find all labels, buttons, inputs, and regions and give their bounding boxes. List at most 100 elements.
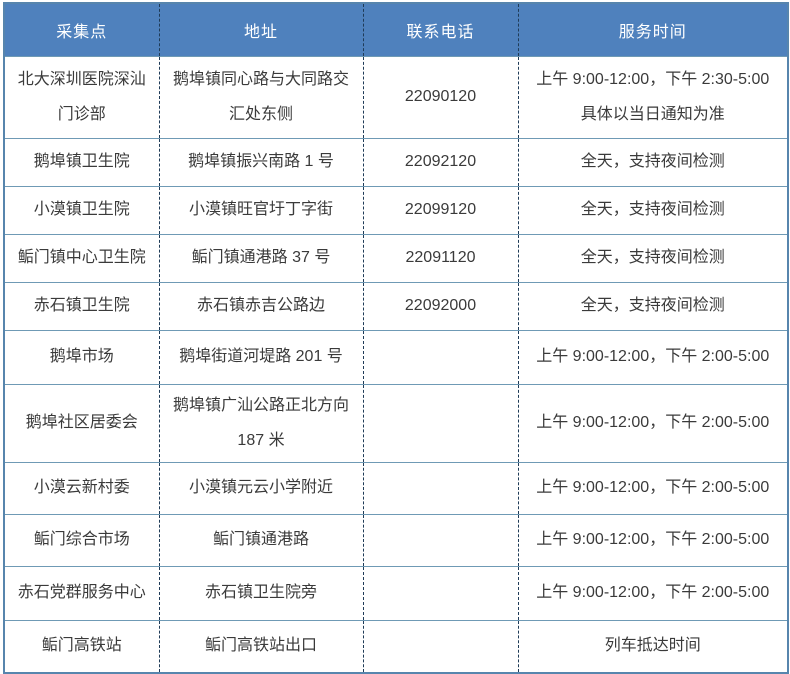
hours: 上午 9:00-12:00，下午 2:00-5:00: [536, 414, 770, 432]
table-row: 鹅埠社区居委会 鹅埠镇广汕公路正北方向 187 米 上午 9:00-12:00，…: [4, 384, 788, 463]
site-name: 小漠云新村委: [33, 479, 130, 497]
site-name-cell: 赤石镇卫生院: [4, 282, 159, 331]
table-row: 小漠云新村委 小漠镇元云小学附近 上午 9:00-12:00，下午 2:00-5…: [4, 462, 788, 515]
address: 赤石镇卫生院旁: [204, 584, 317, 602]
phone-cell: [362, 566, 518, 621]
address-cell: 鹅埠街道河堤路 201 号: [158, 330, 363, 385]
site-name: 鲘门高铁站: [41, 637, 122, 655]
phone-cell: [362, 620, 518, 673]
phone-cell: 22092120: [362, 138, 518, 187]
address-cell: 小漠镇元云小学附近: [158, 462, 363, 515]
phone-cell: [362, 384, 518, 463]
address-cell: 小漠镇旺官圩丁字街: [158, 186, 363, 235]
collection-points-table: 采集点 地址 联系电话 服务时间 北大深圳医院深汕门诊部 鹅埠镇同心路与大同路交…: [3, 2, 789, 674]
site-name: 赤石党群服务中心: [17, 584, 146, 602]
hours-cell: 上午 9:00-12:00，下午 2:00-5:00: [517, 514, 788, 567]
table-row: 小漠镇卫生院 小漠镇旺官圩丁字街 22099120 全天，支持夜间检测: [4, 186, 788, 235]
phone: 22090120: [404, 88, 477, 106]
address-cell: 鲘门高铁站出口: [158, 620, 363, 673]
site-name: 鹅埠市场: [49, 348, 114, 366]
site-name: 鹅埠镇卫生院: [33, 153, 130, 171]
site-name-cell: 鹅埠社区居委会: [4, 384, 159, 463]
hours: 上午 9:00-12:00，下午 2:00-5:00: [536, 584, 770, 602]
address: 鲘门镇通港路 37 号: [191, 249, 331, 267]
hours-note: 具体以当日通知为准: [580, 105, 725, 123]
address: 小漠镇旺官圩丁字街: [188, 201, 333, 219]
hours: 全天，支持夜间检测: [580, 297, 725, 315]
phone-cell: 22090120: [362, 56, 518, 139]
header-row: 采集点 地址 联系电话 服务时间: [4, 3, 788, 57]
site-name: 北大深圳医院深汕门诊部: [17, 71, 146, 123]
hours-cell: 列车抵达时间: [517, 620, 788, 673]
address-cell: 鲘门镇通港路: [158, 514, 363, 567]
phone-cell: [362, 514, 518, 567]
hours: 上午 9:00-12:00，下午 2:00-5:00: [536, 348, 770, 366]
site-name: 赤石镇卫生院: [33, 297, 130, 315]
col-header-phone: 联系电话: [362, 3, 518, 57]
hours-cell: 全天，支持夜间检测: [517, 234, 788, 283]
address-cell: 鹅埠镇振兴南路 1 号: [158, 138, 363, 187]
hours: 全天，支持夜间检测: [580, 153, 725, 171]
hours-cell: 上午 9:00-12:00，下午 2:00-5:00: [517, 566, 788, 621]
site-name-cell: 鹅埠市场: [4, 330, 159, 385]
phone: 22092120: [404, 153, 477, 171]
table-row: 鹅埠市场 鹅埠街道河堤路 201 号 上午 9:00-12:00，下午 2:00…: [4, 330, 788, 385]
site-name: 小漠镇卫生院: [33, 201, 130, 219]
address: 鹅埠镇同心路与大同路交汇处东侧: [172, 71, 349, 123]
site-name: 鲘门镇中心卫生院: [17, 249, 146, 267]
address: 鲘门高铁站出口: [204, 637, 317, 655]
address: 鹅埠镇广汕公路正北方向 187 米: [172, 397, 349, 449]
address: 鲘门镇通港路: [212, 531, 309, 549]
hours: 全天，支持夜间检测: [580, 249, 725, 267]
table-row: 鲘门高铁站 鲘门高铁站出口 列车抵达时间: [4, 620, 788, 673]
site-name-cell: 鲘门镇中心卫生院: [4, 234, 159, 283]
table-row: 鲘门综合市场 鲘门镇通港路 上午 9:00-12:00，下午 2:00-5:00: [4, 514, 788, 567]
col-header-hours: 服务时间: [517, 3, 788, 57]
address-cell: 鹅埠镇广汕公路正北方向 187 米: [158, 384, 363, 463]
address: 小漠镇元云小学附近: [188, 479, 333, 497]
site-name-cell: 鲘门综合市场: [4, 514, 159, 567]
phone-cell: [362, 462, 518, 515]
site-name: 鹅埠社区居委会: [25, 414, 138, 432]
address: 鹅埠街道河堤路 201 号: [179, 348, 343, 366]
hours-cell: 全天，支持夜间检测: [517, 138, 788, 187]
table-row: 北大深圳医院深汕门诊部 鹅埠镇同心路与大同路交汇处东侧 22090120 上午 …: [4, 56, 788, 139]
hours-cell: 全天，支持夜间检测: [517, 282, 788, 331]
phone-cell: 22091120: [362, 234, 518, 283]
site-name-cell: 北大深圳医院深汕门诊部: [4, 56, 159, 139]
address-cell: 鹅埠镇同心路与大同路交汇处东侧: [158, 56, 363, 139]
address: 赤石镇赤吉公路边: [196, 297, 325, 315]
site-name-cell: 小漠镇卫生院: [4, 186, 159, 235]
site-name-cell: 鹅埠镇卫生院: [4, 138, 159, 187]
hours-cell: 上午 9:00-12:00，下午 2:00-5:00: [517, 330, 788, 385]
hours: 列车抵达时间: [604, 637, 701, 655]
phone: 22091120: [405, 249, 476, 267]
table-row: 赤石党群服务中心 赤石镇卫生院旁 上午 9:00-12:00，下午 2:00-5…: [4, 566, 788, 621]
hours-cell: 上午 9:00-12:00，下午 2:00-5:00: [517, 462, 788, 515]
phone-cell: [362, 330, 518, 385]
phone: 22092000: [404, 297, 477, 315]
hours-cell: 上午 9:00-12:00，下午 2:00-5:00: [517, 384, 788, 463]
col-header-site: 采集点: [4, 3, 159, 57]
table-row: 鲘门镇中心卫生院 鲘门镇通港路 37 号 22091120 全天，支持夜间检测: [4, 234, 788, 283]
hours: 上午 9:00-12:00，下午 2:00-5:00: [536, 531, 770, 549]
site-name: 鲘门综合市场: [33, 531, 130, 549]
hours-cell: 上午 9:00-12:00，下午 2:30-5:00 具体以当日通知为准: [517, 56, 788, 139]
hours: 上午 9:00-12:00，下午 2:00-5:00: [536, 479, 770, 497]
hours: 全天，支持夜间检测: [580, 201, 725, 219]
phone-cell: 22092000: [362, 282, 518, 331]
hours-cell: 全天，支持夜间检测: [517, 186, 788, 235]
address-cell: 鲘门镇通港路 37 号: [158, 234, 363, 283]
hours: 上午 9:00-12:00，下午 2:30-5:00: [536, 71, 770, 89]
address: 鹅埠镇振兴南路 1 号: [188, 153, 334, 171]
site-name-cell: 小漠云新村委: [4, 462, 159, 515]
site-name-cell: 赤石党群服务中心: [4, 566, 159, 621]
phone-cell: 22099120: [362, 186, 518, 235]
table-row: 赤石镇卫生院 赤石镇赤吉公路边 22092000 全天，支持夜间检测: [4, 282, 788, 331]
address-cell: 赤石镇赤吉公路边: [158, 282, 363, 331]
phone: 22099120: [404, 201, 477, 219]
address-cell: 赤石镇卫生院旁: [158, 566, 363, 621]
table-row: 鹅埠镇卫生院 鹅埠镇振兴南路 1 号 22092120 全天，支持夜间检测: [4, 138, 788, 187]
col-header-address: 地址: [158, 3, 363, 57]
